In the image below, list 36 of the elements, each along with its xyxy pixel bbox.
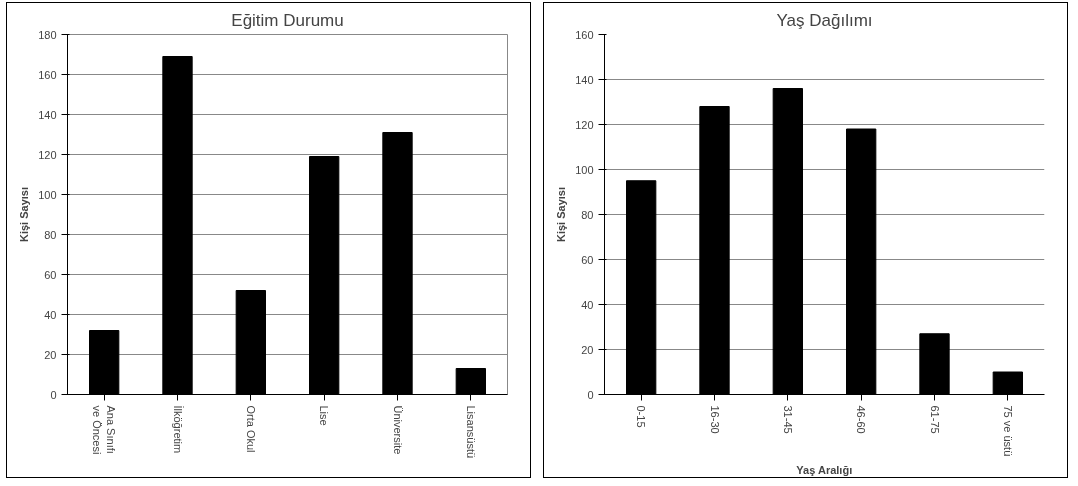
y-tick-label: 120 — [575, 118, 594, 131]
y-tick-label: 160 — [575, 28, 594, 41]
x-tick-label: İlköğretim — [171, 405, 184, 454]
x-tick-label: Lisansüstü — [464, 405, 477, 459]
x-tick-label: 0-15 — [635, 405, 648, 428]
y-tick-label: 20 — [581, 343, 594, 356]
y-tick-label: 0 — [587, 388, 594, 401]
x-tick-label: Orta Okul — [244, 405, 257, 453]
y-tick-label: 40 — [581, 298, 594, 311]
y-tick-label: 140 — [575, 73, 594, 86]
y-tick-label: 100 — [38, 188, 57, 201]
y-tick-label: 80 — [581, 208, 594, 221]
x-tick-label: 61-75 — [928, 405, 941, 434]
x-tick-label: 46-60 — [855, 405, 868, 434]
chart-title: Yaş Dağılımı — [776, 10, 873, 30]
x-tick-label: Ana Sınıfı ve Öncesi — [90, 405, 118, 455]
x-tick-label: Üniversite — [391, 405, 404, 455]
y-axis-title: Kişi Sayısı — [555, 186, 568, 243]
x-tick-label: Lise — [318, 405, 331, 426]
y-tick-label: 140 — [38, 108, 57, 121]
x-tick-label: 16-30 — [708, 405, 721, 434]
y-axis-title: Kişi Sayısı — [18, 186, 31, 243]
y-tick-label: 0 — [50, 388, 57, 401]
chart-title: Eğitim Durumu — [231, 10, 344, 30]
y-tick-label: 180 — [38, 28, 57, 41]
y-tick-label: 80 — [44, 228, 57, 241]
y-tick-label: 120 — [38, 148, 57, 161]
x-axis-title: Yaş Aralığı — [796, 464, 853, 477]
y-tick-label: 40 — [44, 308, 57, 321]
y-tick-label: 20 — [44, 348, 57, 361]
y-tick-label: 100 — [575, 163, 594, 176]
x-tick-label: 31-45 — [781, 405, 794, 434]
y-tick-label: 160 — [38, 68, 57, 81]
x-tick-label: 75 ve üstü — [1001, 405, 1014, 457]
y-tick-label: 60 — [44, 268, 57, 281]
y-tick-label: 60 — [581, 253, 594, 266]
